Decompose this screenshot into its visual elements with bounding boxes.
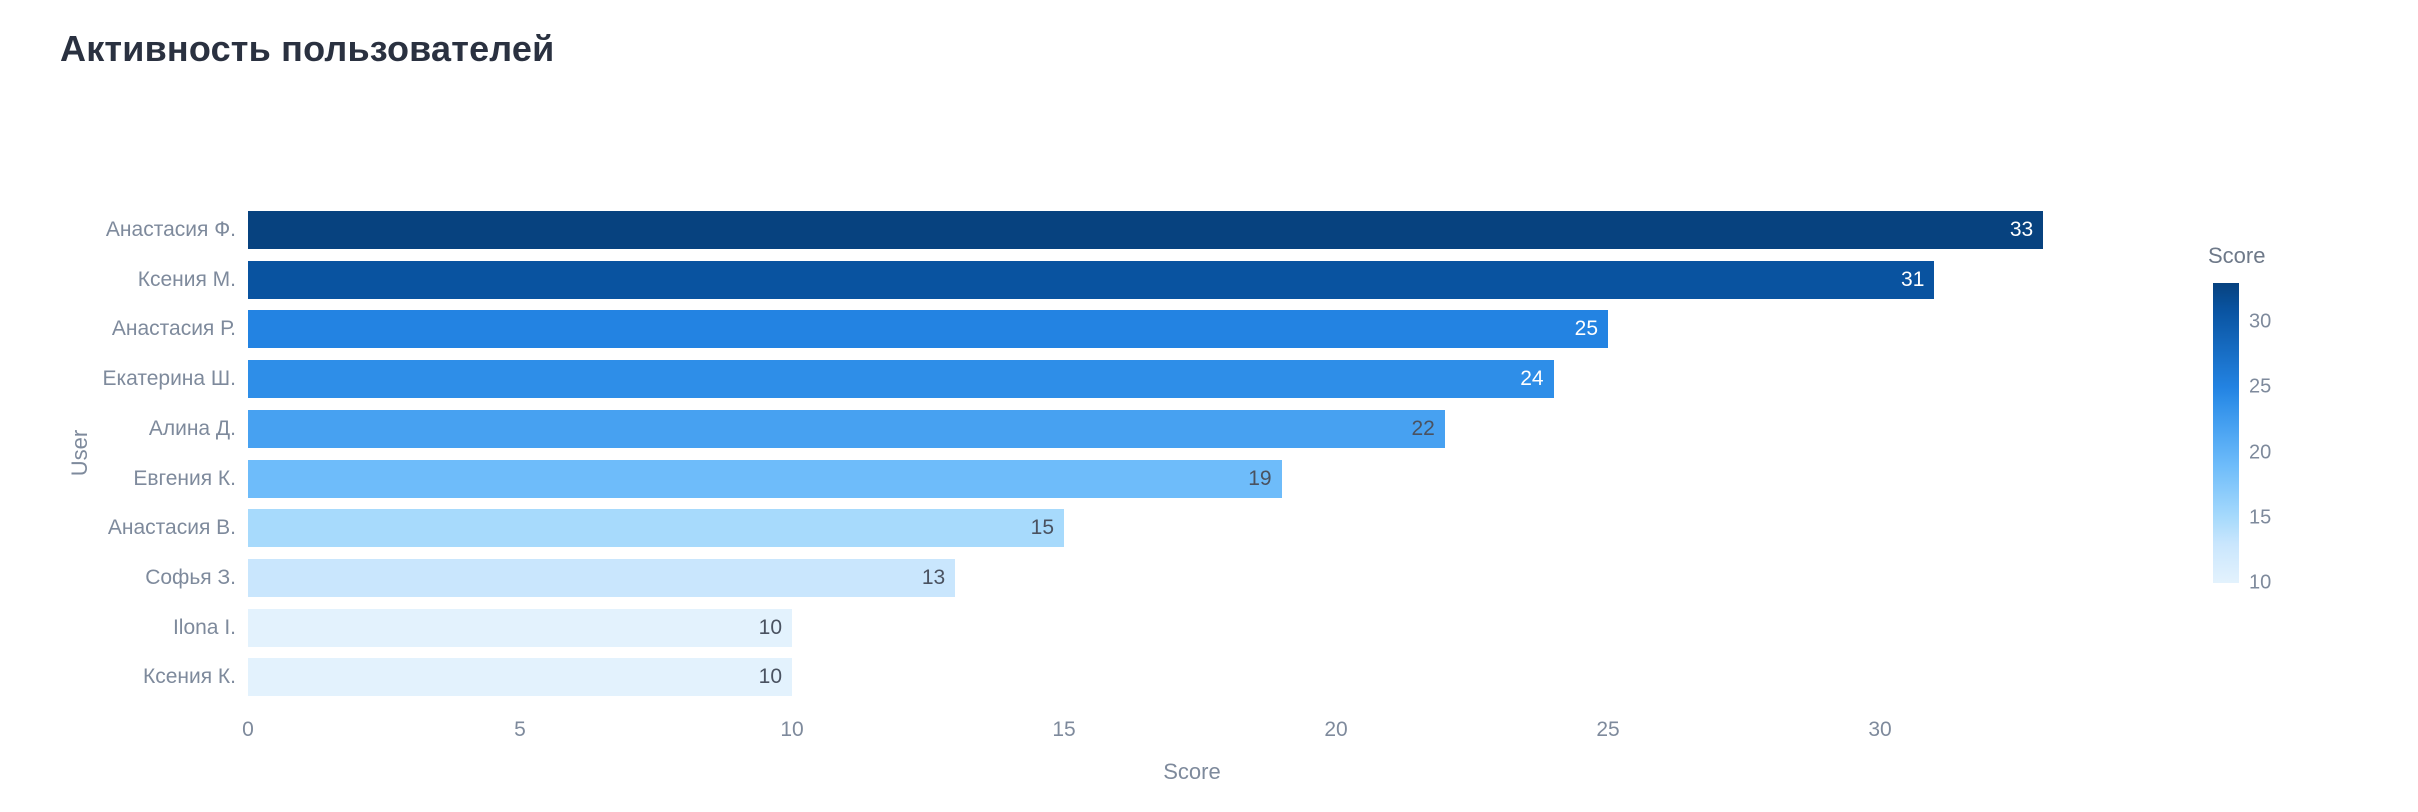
colorbar-tick-label: 25 <box>2249 375 2272 398</box>
y-tick-label: Анастасия В. <box>107 516 236 540</box>
bar[interactable]: 13 <box>248 558 956 597</box>
x-tick-label: 0 <box>242 718 254 741</box>
bar[interactable]: 33 <box>248 211 2044 249</box>
y-tick-label: Ilona I. <box>172 615 236 639</box>
chart-title: Активность пользователей <box>60 28 555 69</box>
bar[interactable]: 19 <box>248 459 1282 498</box>
bar[interactable]: 22 <box>248 409 1445 448</box>
y-tick-label: Ксения М. <box>137 267 236 291</box>
x-axis-title: Score <box>1163 759 1221 784</box>
x-tick-label: 10 <box>780 718 804 741</box>
y-tick-label: Ксения К. <box>142 665 236 689</box>
y-tick-label: Алина Д. <box>148 416 236 440</box>
x-tick-label: 5 <box>514 718 526 741</box>
y-tick-label: Анастасия Ф. <box>105 218 236 241</box>
colorbar-tick-label: 30 <box>2249 310 2272 333</box>
bar-value-label: 24 <box>1520 367 1544 391</box>
bar[interactable]: 24 <box>248 360 1554 399</box>
bar-value-label: 25 <box>1574 317 1598 341</box>
bar-value-label: 10 <box>758 665 782 689</box>
colorbar-tick-label: 15 <box>2249 506 2272 529</box>
colorbar-title: Score <box>2208 243 2266 268</box>
bar[interactable]: 10 <box>248 658 792 697</box>
bar[interactable]: 10 <box>248 608 792 647</box>
x-tick-label: 25 <box>1596 718 1620 741</box>
bar-value-label: 33 <box>2009 218 2034 241</box>
bar-value-label: 13 <box>921 565 946 589</box>
bar-value-label: 15 <box>1030 516 1054 540</box>
bar-value-label: 31 <box>1901 267 1925 291</box>
bar[interactable]: 25 <box>248 310 1608 349</box>
bar[interactable]: 15 <box>248 509 1064 548</box>
bar[interactable]: 31 <box>248 260 1935 299</box>
bar-value-label: 10 <box>758 615 782 639</box>
colorbar-tick-label: 20 <box>2249 441 2272 464</box>
x-tick-label: 20 <box>1324 718 1348 741</box>
y-tick-label: Евгения К. <box>133 466 236 490</box>
bar-value-label: 22 <box>1411 416 1435 440</box>
colorbar-gradient <box>2213 283 2239 583</box>
x-tick-label: 30 <box>1868 718 1892 741</box>
colorbar-tick-label: 10 <box>2249 571 2272 594</box>
y-tick-label: Екатерина Ш. <box>102 367 236 391</box>
y-tick-label: Анастасия Р. <box>111 317 236 341</box>
y-tick-label: Софья З. <box>145 565 236 589</box>
x-tick-label: 15 <box>1052 718 1076 741</box>
bar-value-label: 19 <box>1248 466 1272 490</box>
